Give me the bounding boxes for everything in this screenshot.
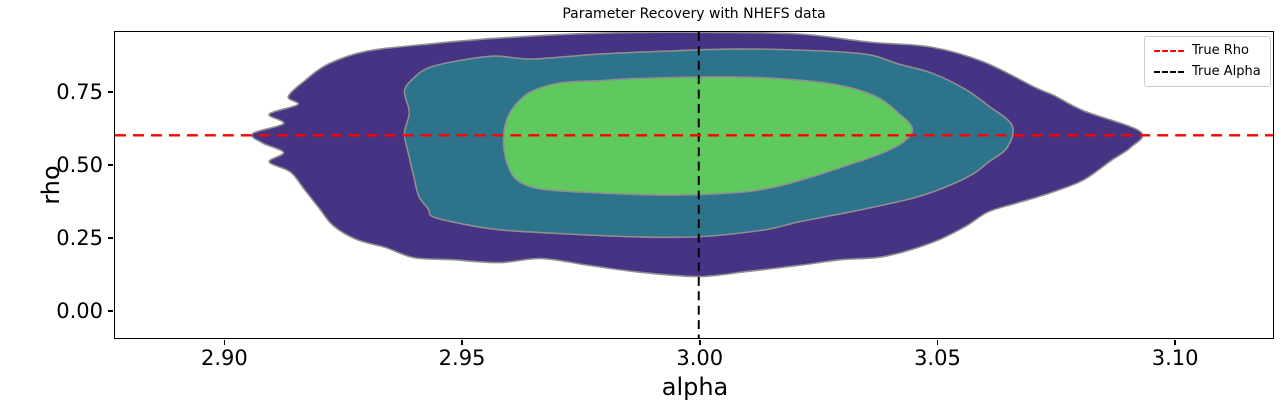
y-tick-mark [108,237,114,239]
red-dashed-line-icon [1154,50,1184,52]
x-tick-mark [1174,340,1176,345]
y-axis-label: rho [37,165,65,205]
legend: True Rho True Alpha [1144,36,1271,87]
x-tick-label: 2.95 [438,346,486,370]
y-tick-mark [108,164,114,166]
y-tick-label: 0.75 [56,80,103,105]
y-tick-label: 0.25 [56,226,103,251]
legend-entry-true-alpha: True Alpha [1154,64,1261,80]
contour-plot-canvas [115,32,1273,338]
legend-entry-true-rho: True Rho [1154,43,1261,59]
plot-area: 2.90 2.95 3.00 3.05 3.10 0.00 0.25 0.50 0.75 al… [37,31,1274,401]
black-dashed-line-icon [1154,71,1184,73]
x-tick-label: 3.10 [1151,346,1199,370]
x-tick-mark [698,340,701,345]
x-tick-mark [936,340,939,345]
legend-label: True Rho [1192,43,1249,58]
plot-title: Parameter Recovery with NHEFS data [562,6,826,22]
y-tick-label: 0.50 [56,153,103,178]
y-tick-label: 0.00 [56,299,103,324]
x-tick-label: 2.90 [200,346,248,370]
x-tick-mark [223,340,226,345]
x-axis-label: alpha [661,373,729,401]
legend-label: True Alpha [1192,64,1261,79]
y-tick-mark [108,310,114,312]
x-tick-mark [461,340,463,345]
x-tick-label: 3.00 [676,346,724,370]
x-tick-label: 3.05 [914,346,961,370]
y-tick-mark [108,91,114,93]
